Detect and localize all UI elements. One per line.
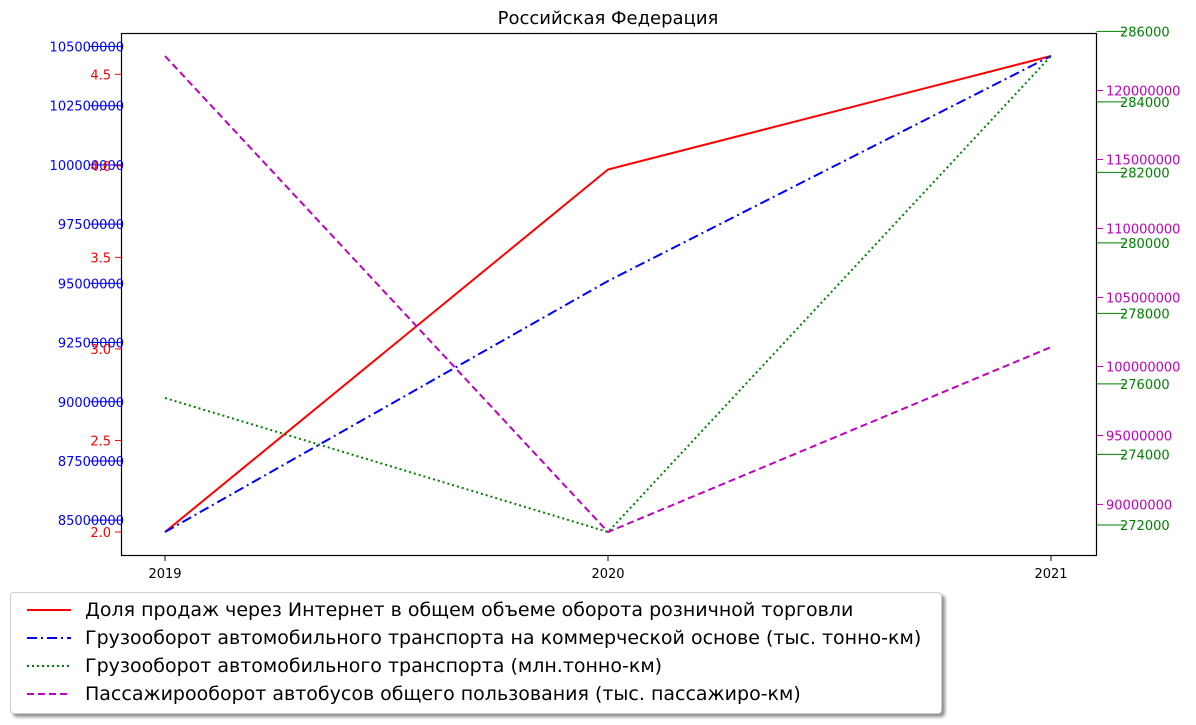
x-tick-label: 2020 [591,567,624,582]
y-tick-label: 278000 [1120,307,1170,322]
series-line [164,55,1052,534]
y-tick-label: 85000000 [58,514,124,529]
y-tick-label: 105000000 [1106,291,1180,306]
legend-label: Доля продаж через Интернет в общем объем… [85,599,854,621]
y-tick-label: 95000000 [1106,429,1172,444]
y-tick-label: 97500000 [58,218,124,233]
y-tick-label: 284000 [1120,96,1170,111]
y-tick-label: 286000 [1120,25,1170,40]
y-tick-label: 95000000 [58,277,124,292]
x-tick-label: 2021 [1034,567,1067,582]
legend-item: Грузооборот автомобильного транспорта (м… [11,652,662,680]
y-tick-label: 282000 [1120,166,1170,181]
y-tick-label: 90000000 [1106,498,1172,513]
y-tick-label: 110000000 [1106,222,1180,237]
y-tick-label: 4.5 [90,68,111,83]
y-tick-label: 115000000 [1106,153,1180,168]
legend-item: Пассажирооборот автобусов общего пользов… [11,680,801,708]
legend-label: Грузооборот автомобильного транспорта (м… [85,655,663,677]
legend-label: Грузооборот автомобильного транспорта на… [85,627,922,649]
y-tick-label: 3.0 [90,343,111,358]
legend-line-icon [27,609,71,611]
legend-label: Пассажирооборот автобусов общего пользов… [85,683,801,705]
y-tick-label: 2.0 [90,526,111,541]
y-tick-label: 105000000 [50,41,124,56]
y-tick-label: 276000 [1120,378,1170,393]
legend-line-icon [27,637,71,639]
legend-item: Грузооборот автомобильного транспорта на… [11,624,921,652]
y-tick-label: 100000000 [1106,360,1180,375]
series-line [164,55,1052,533]
series-line [164,55,1052,534]
y-tick-label: 272000 [1120,519,1170,534]
legend-item: Доля продаж через Интернет в общем объем… [11,596,853,624]
plot-frame [120,32,1098,557]
y-tick-label: 274000 [1120,448,1170,463]
legend-line-icon [27,693,71,695]
legend: Доля продаж через Интернет в общем объем… [10,592,942,714]
y-tick-label: 102500000 [50,100,124,115]
y-tick-label: 2.5 [90,434,111,449]
chart-title: Российская Федерация [498,8,719,29]
y-tick-label: 4.0 [90,160,111,175]
x-tick-label: 2019 [148,567,181,582]
series-line [164,55,1052,533]
y-tick-label: 87500000 [58,455,124,470]
y-tick-label: 100000000 [50,159,124,174]
y-tick-label: 280000 [1120,237,1170,252]
legend-line-icon [27,665,71,667]
y-tick-label: 3.5 [90,251,111,266]
y-tick-label: 92500000 [58,337,124,352]
y-tick-label: 90000000 [58,396,124,411]
y-tick-label: 120000000 [1106,84,1180,99]
